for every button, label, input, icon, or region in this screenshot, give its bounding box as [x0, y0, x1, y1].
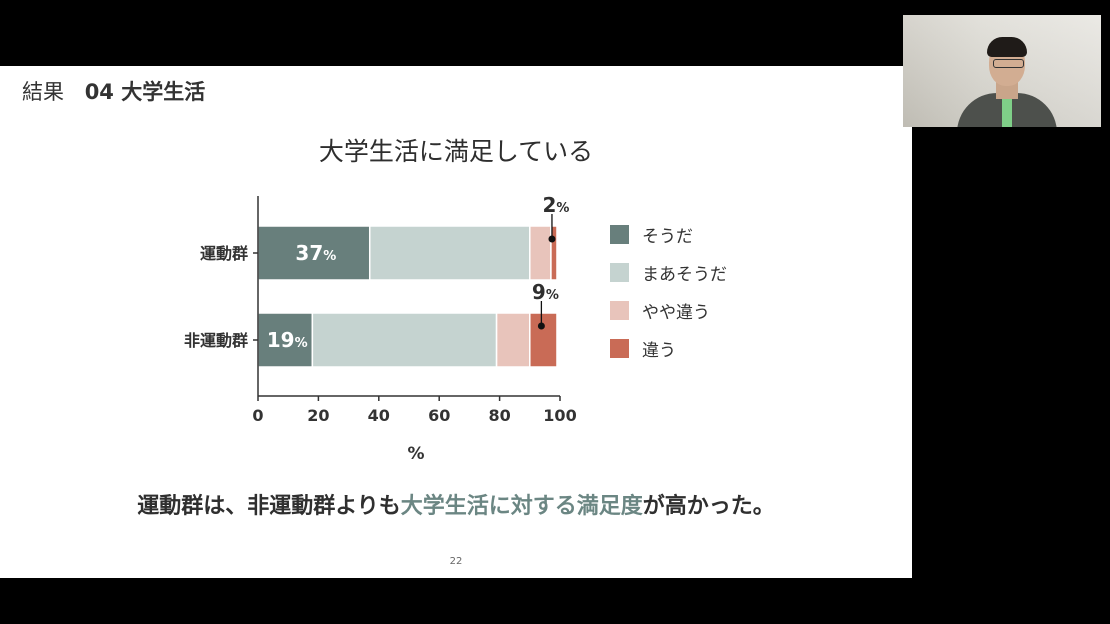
x-tick-label: 80 — [488, 406, 510, 425]
x-tick-label: 100 — [543, 406, 576, 425]
legend-item-chigau: 違う — [610, 338, 676, 361]
presenter-webcam — [903, 15, 1101, 127]
bar-segment — [550, 225, 558, 281]
data-label: 2% — [542, 193, 569, 217]
x-axis-label: % — [407, 444, 424, 464]
data-label-dot — [548, 235, 556, 243]
legend-label: まあそうだ — [642, 264, 727, 285]
data-label: 9% — [532, 280, 559, 304]
bar-segment — [529, 225, 552, 281]
slide-title-word: 結果 — [22, 80, 64, 104]
x-tick-label: 0 — [252, 406, 263, 425]
legend-swatch — [610, 262, 629, 282]
legend-item-sodaa: そうだ — [610, 224, 693, 247]
bar-segment — [311, 312, 498, 368]
chart-title: 大学生活に満足している — [318, 137, 594, 166]
y-tick-label: 非運動群 — [184, 331, 248, 350]
bar-segment — [529, 312, 558, 368]
presenter-hair — [987, 37, 1027, 57]
conclusion-part-a: 運動群は、非運動群よりも — [137, 494, 401, 519]
legend-item-yayachigau: やや違う — [610, 300, 710, 323]
x-tick-label: 60 — [428, 406, 450, 425]
presenter-glasses — [993, 59, 1024, 68]
slide: 結果 04 大学生活 大学生活に満足している 運動群非運動群 0 20 40 60 80 1… — [0, 66, 912, 578]
conclusion-highlight: 大学生活に対する満足度 — [400, 494, 643, 519]
legend-item-maasoda: まあそうだ — [610, 262, 727, 285]
page-number: 22 — [449, 556, 463, 567]
x-tick-label: 40 — [368, 406, 390, 425]
data-label-dot — [537, 322, 545, 330]
legend-label: そうだ — [642, 226, 693, 247]
conclusion-part-b: が高かった。 — [642, 494, 775, 519]
slide-title: 結果 04 大学生活 — [22, 76, 205, 106]
conclusion-text: 運動群は、非運動群よりも大学生活に対する満足度が高かった。 — [0, 488, 912, 520]
data-label: 19% — [267, 328, 308, 352]
presenter-lanyard — [1002, 99, 1012, 127]
legend-swatch — [610, 338, 629, 358]
bar-segment — [495, 312, 531, 368]
bar-segment — [368, 225, 531, 281]
legend-label: 違う — [642, 340, 676, 361]
x-tick-label: 20 — [307, 406, 329, 425]
legend-swatch — [610, 224, 629, 244]
legend-swatch — [610, 300, 629, 320]
y-tick-label: 運動群 — [200, 244, 248, 263]
legend-label: やや違う — [642, 302, 710, 323]
slide-title-section: 04 大学生活 — [84, 80, 206, 104]
bar-segment — [257, 312, 314, 368]
data-label: 37% — [295, 241, 336, 265]
